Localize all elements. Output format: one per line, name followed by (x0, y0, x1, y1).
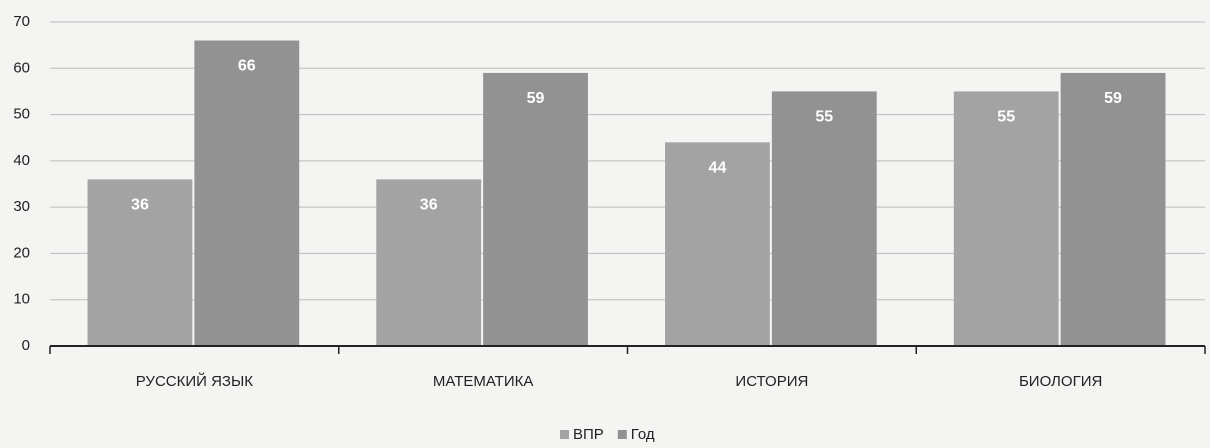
bar (194, 40, 300, 347)
bar (376, 179, 482, 346)
x-tick-label: ИСТОРИЯ (735, 373, 808, 390)
legend-swatch (617, 430, 627, 439)
value-label: 44 (709, 160, 727, 177)
bar (483, 72, 588, 347)
y-tick-label: 40 (13, 152, 30, 169)
x-tick-label: БИОЛОГИЯ (1019, 373, 1102, 390)
value-label: 59 (527, 90, 545, 107)
value-label: 36 (131, 197, 149, 214)
y-tick-label: 10 (13, 291, 30, 308)
bar (87, 179, 193, 346)
x-tick-label: РУССКИЙ ЯЗЫК (136, 372, 254, 390)
bar (665, 142, 770, 346)
y-tick-label: 30 (13, 198, 30, 215)
value-label: 59 (1104, 90, 1122, 107)
y-tick-label: 20 (13, 244, 30, 261)
bar (953, 91, 1059, 346)
y-tick-label: 0 (22, 337, 30, 354)
value-label: 36 (420, 197, 438, 214)
legend-label: Год (631, 426, 655, 443)
y-tick-label: 70 (13, 13, 30, 30)
value-label: 66 (238, 58, 256, 75)
bar (1060, 72, 1166, 347)
value-label: 55 (997, 109, 1015, 126)
x-tick-label: МАТЕМАТИКА (433, 373, 534, 390)
y-tick-label: 60 (13, 59, 30, 76)
legend-label: ВПР (573, 426, 604, 443)
bar (771, 91, 877, 346)
value-label: 55 (815, 109, 833, 126)
legend-swatch (560, 430, 569, 439)
y-tick-label: 50 (13, 106, 30, 123)
